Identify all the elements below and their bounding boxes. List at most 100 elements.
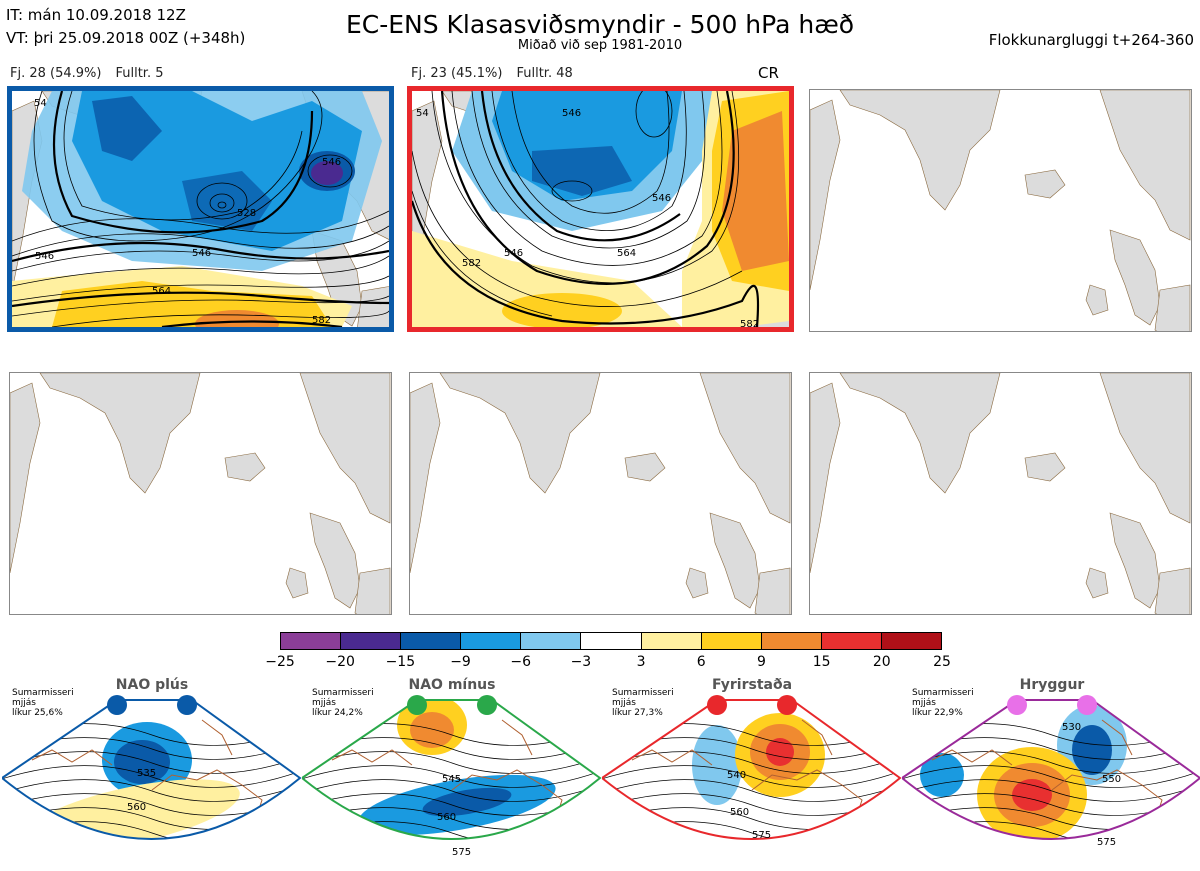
valid-time: VT: þri 25.09.2018 00Z (+348h) <box>6 29 246 47</box>
regime-contour-label: 575 <box>752 830 771 841</box>
chart-subtitle: Miðað við sep 1981-2010 <box>517 38 683 53</box>
anomaly-colorbar <box>280 632 942 650</box>
regime-contour-label: 560 <box>127 802 146 813</box>
regime-contour-label: 560 <box>437 812 456 823</box>
regime-likelihood: líkur 25,6% <box>12 708 63 718</box>
empty-panel-6 <box>809 372 1192 615</box>
colorbar-swatch <box>641 633 702 649</box>
height-contour <box>2 751 300 774</box>
chart-title: EC-ENS Klasasviðsmyndir - 500 hPa hæð <box>345 10 855 39</box>
regime-period: mjjás <box>12 698 36 708</box>
regime-center-dot <box>407 695 427 715</box>
contour-label: 582 <box>462 258 481 269</box>
height-contour <box>602 751 900 774</box>
anomaly-shading <box>766 738 794 766</box>
anomaly-shading <box>920 753 964 797</box>
contour-label: 546 <box>504 248 523 259</box>
colorbar-tick-label: 3 <box>636 654 646 670</box>
init-time: IT: mán 10.09.2018 12Z <box>6 6 186 24</box>
colorbar-swatch <box>881 633 942 649</box>
contour-label: 546 <box>192 248 211 259</box>
regime-note: Sumarmisseri mjjás líkur 24,2% <box>312 688 374 718</box>
anomaly-shading <box>114 740 170 784</box>
height-contour <box>902 723 1200 746</box>
regime-season: Sumarmisseri <box>912 688 974 698</box>
regime-center-dot <box>477 695 497 715</box>
contour-label: 54 <box>34 98 47 109</box>
colorbar-swatch <box>401 633 462 649</box>
colorbar-swatch <box>341 633 402 649</box>
regime-contour-label: 575 <box>1097 837 1116 848</box>
regime-likelihood: líkur 22,9% <box>912 708 963 718</box>
cluster-1-members: Fj. 28 (54.9%) <box>10 66 102 81</box>
colorbar-tick-label: −25 <box>265 654 295 670</box>
regime-note: Sumarmisseri mjjás líkur 22,9% <box>912 688 974 718</box>
contour-label: 564 <box>617 248 636 259</box>
cluster-2-representative: Fulltr. 48 <box>516 66 573 81</box>
regime-contour-label: 545 <box>442 774 461 785</box>
colorbar-tick-label: 25 <box>933 654 951 670</box>
regime-likelihood: líkur 27,3% <box>612 708 663 718</box>
regime-center-dot <box>107 695 127 715</box>
regime-border <box>602 699 902 840</box>
colorbar-tick-label: −9 <box>450 654 471 670</box>
regime-season: Sumarmisseri <box>12 688 74 698</box>
cluster-2-regime-code: CR <box>758 64 779 82</box>
colorbar-swatch <box>461 633 522 649</box>
colorbar-swatch <box>761 633 822 649</box>
regime-panel-1: 535 560 NAO plús Sumarmisseri mjjás líkur 25,… <box>2 677 302 871</box>
colorbar-swatch <box>581 633 642 649</box>
height-contour <box>2 765 300 788</box>
anomaly-shading <box>1072 725 1112 775</box>
regime-contour-label: 535 <box>137 768 156 779</box>
contour-label: 54 <box>416 108 429 119</box>
regime-season: Sumarmisseri <box>612 688 674 698</box>
regime-border <box>302 699 602 840</box>
contour-label: 582 <box>312 315 331 326</box>
regime-panel-3: 540 560 575 Fyrirstaða Sumarmisseri mjjás líku… <box>602 677 902 871</box>
contour-label: 582 <box>740 319 759 327</box>
regime-contour-label: 550 <box>1102 774 1121 785</box>
regime-center-dot <box>1007 695 1027 715</box>
height-contour <box>602 765 900 788</box>
regime-name: NAO mínus <box>408 677 496 693</box>
colorbar-swatch <box>521 633 582 649</box>
height-contour <box>602 807 900 830</box>
regime-center-dot <box>177 695 197 715</box>
empty-panel-4 <box>9 372 392 615</box>
contour-label: 546 <box>652 193 671 204</box>
contour-label: 528 <box>237 208 256 219</box>
regime-period: mjjás <box>612 698 636 708</box>
anomaly-shading <box>692 725 742 805</box>
colorbar-swatch <box>701 633 762 649</box>
cluster-1-label: Fj. 28 (54.9%) Fulltr. 5 <box>10 66 178 81</box>
colorbar-tick-label: 15 <box>812 654 831 670</box>
regime-name: Fyrirstaða <box>711 677 793 693</box>
regime-panel-2: 545 560 575 NAO mínus Sumarmisseri mjjás líkur… <box>302 677 602 871</box>
height-contour <box>302 751 600 774</box>
empty-panel-5 <box>409 372 792 615</box>
height-contour <box>302 765 600 788</box>
regime-note: Sumarmisseri mjjás líkur 27,3% <box>612 688 674 718</box>
cluster-2-label: Fj. 23 (45.1%) Fulltr. 48 <box>411 66 587 81</box>
regime-panel-4: 530 550 575 Hryggur Sumarmisseri mjjás líkur 2… <box>902 677 1200 871</box>
anomaly-shading <box>1012 850 1042 860</box>
regime-contour-label: 560 <box>730 807 749 818</box>
regime-contour-label: 530 <box>1062 722 1081 733</box>
regime-period: mjjás <box>912 698 936 708</box>
colorbar-tick-label: 9 <box>756 654 766 670</box>
regime-period: mjjás <box>312 698 336 708</box>
anomaly-shading <box>1012 779 1052 811</box>
empty-panel-3 <box>809 89 1192 332</box>
regime-center-dot <box>777 695 797 715</box>
height-contour <box>902 751 1200 774</box>
regime-name: Hryggur <box>1019 677 1085 693</box>
regime-border <box>2 699 302 840</box>
cluster-1-representative: Fulltr. 5 <box>115 66 164 81</box>
colorbar-tick-label: −15 <box>385 654 416 670</box>
anomaly-shading <box>410 712 454 748</box>
cluster-panel-1: 546 564 582 528 546 546 54 <box>7 86 394 332</box>
regime-name: NAO plús <box>115 677 189 693</box>
regime-contour-label: 540 <box>727 770 746 781</box>
contour-label: 546 <box>562 108 581 119</box>
